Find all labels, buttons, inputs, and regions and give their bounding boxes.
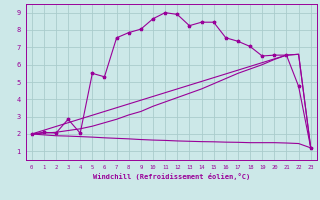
X-axis label: Windchill (Refroidissement éolien,°C): Windchill (Refroidissement éolien,°C) <box>92 173 250 180</box>
